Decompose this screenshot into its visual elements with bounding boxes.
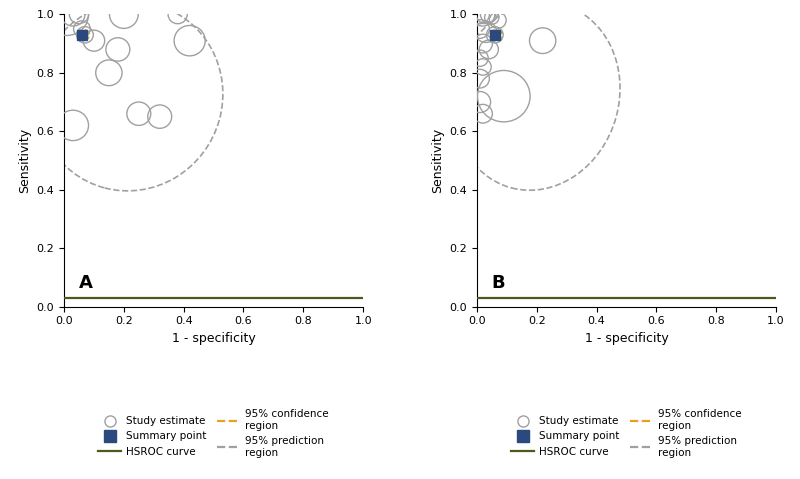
X-axis label: 1 - specificity: 1 - specificity [172, 332, 255, 345]
Y-axis label: Sensitivity: Sensitivity [431, 128, 444, 193]
Legend: Study estimate, Summary point, HSROC curve, 95% confidence
region, 95% predictio: Study estimate, Summary point, HSROC cur… [94, 405, 333, 462]
Text: A: A [79, 274, 93, 292]
Text: B: B [492, 274, 506, 292]
X-axis label: 1 - specificity: 1 - specificity [585, 332, 668, 345]
Legend: Study estimate, Summary point, HSROC curve, 95% confidence
region, 95% predictio: Study estimate, Summary point, HSROC cur… [507, 405, 746, 462]
Y-axis label: Sensitivity: Sensitivity [18, 128, 31, 193]
